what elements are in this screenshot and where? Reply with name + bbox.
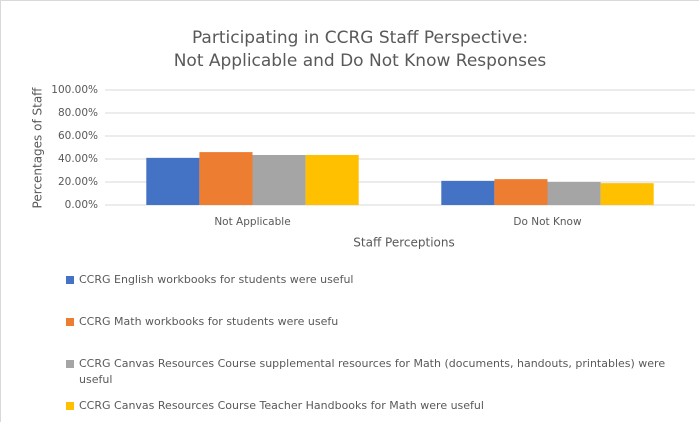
bar (199, 152, 253, 205)
legend-label: CCRG Canvas Resources Course supplementa… (79, 357, 666, 386)
y-tick-label: 100.00% (51, 84, 98, 96)
legend-swatch (66, 360, 74, 368)
y-axis-label: Percentages of Staff (31, 87, 45, 209)
bar (441, 180, 495, 205)
y-tick-label: 80.00% (58, 107, 98, 119)
legend-item: CCRG Math workbooks for students were us… (66, 314, 338, 330)
legend-item: CCRG Canvas Resources Course supplementa… (66, 356, 676, 388)
bar (252, 154, 306, 205)
x-tick-label: Do Not Know (513, 216, 582, 228)
legend-label: CCRG English workbooks for students were… (79, 273, 354, 286)
legend-item: CCRG English workbooks for students were… (66, 272, 353, 288)
legend-label: CCRG Canvas Resources Course Teacher Han… (79, 399, 484, 412)
x-tick-label: Not Applicable (214, 216, 290, 228)
bar (146, 157, 200, 205)
legend-label: CCRG Math workbooks for students were us… (79, 315, 339, 328)
legend-swatch (66, 318, 74, 326)
chart-title: Not Applicable and Do Not Know Responses (174, 51, 547, 71)
legend-swatch (66, 402, 74, 410)
bar (600, 183, 654, 205)
y-tick-label: 0.00% (65, 199, 98, 211)
chart-title: Participating in CCRG Staff Perspective: (192, 28, 528, 48)
x-axis-label: Staff Perceptions (353, 236, 454, 250)
y-tick-label: 60.00% (58, 130, 98, 142)
legend-swatch (66, 276, 74, 284)
bar (494, 179, 548, 205)
legend-item: CCRG Canvas Resources Course Teacher Han… (66, 398, 484, 414)
bar (305, 154, 359, 205)
y-tick-label: 40.00% (58, 153, 98, 165)
bar (547, 182, 601, 205)
y-tick-label: 20.00% (58, 176, 98, 188)
